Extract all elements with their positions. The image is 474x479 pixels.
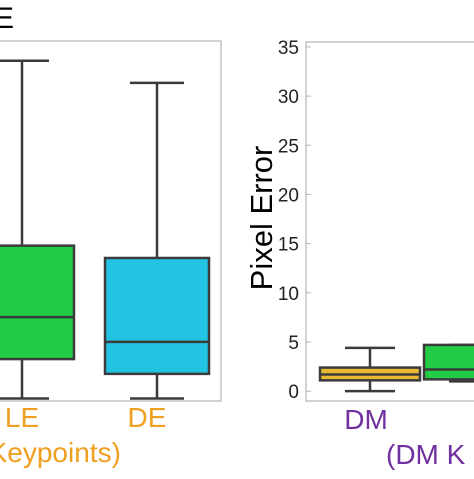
left-plot-frame: [0, 40, 222, 402]
right-group-label: (DM K: [386, 439, 466, 470]
dm-second-box: [422, 343, 474, 381]
de-box: [103, 256, 211, 376]
y-tick-label: 15: [278, 235, 299, 256]
y-tick-label: 0: [288, 382, 299, 403]
y-tick-label: 10: [278, 284, 299, 305]
y-axis-ticks: 0 5 10 15 20 25 30 35: [278, 38, 311, 403]
y-tick-label: 20: [278, 185, 299, 206]
y-tick-label: 25: [278, 136, 299, 157]
category-label-de: DE: [128, 402, 167, 433]
le-box: [0, 244, 76, 361]
right-plot-frame: [305, 41, 474, 402]
left-box-group: [0, 59, 211, 400]
left-chart-panel: LE DE (FAST Keypoints): [0, 40, 222, 468]
panel-letter: E: [0, 2, 14, 35]
y-axis-label: Pixel Error: [244, 146, 279, 291]
y-tick-label: 35: [278, 38, 299, 59]
right-chart-panel: 0 5 10 15 20 25 30 35 Pixel Error DM (DM K: [244, 38, 474, 470]
category-label-dm: DM: [344, 404, 388, 435]
y-tick-label: 5: [288, 333, 299, 354]
y-tick-label: 30: [278, 87, 299, 108]
right-box-group: [318, 343, 474, 393]
left-group-label: (FAST Keypoints): [0, 437, 121, 468]
category-label-le: LE: [5, 402, 39, 433]
